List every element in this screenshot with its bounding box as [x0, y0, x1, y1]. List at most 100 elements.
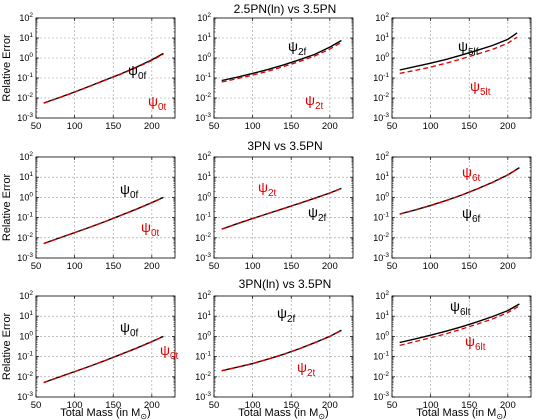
x-tick-label: 100 [245, 121, 261, 132]
plot-frame [35, 295, 176, 398]
y-tick-label: 101 [19, 171, 33, 182]
y-tick-label: 101 [197, 310, 211, 321]
plot-frame [213, 295, 354, 398]
y-tick-label: 100 [19, 191, 33, 202]
plot-frame [391, 156, 532, 259]
series-line-red [43, 53, 164, 104]
y-tick-label: 100 [197, 52, 211, 63]
y-tick-label: 10-1 [17, 212, 33, 223]
y-tick-label: 102 [197, 12, 211, 23]
x-tick-label: 50 [387, 121, 398, 132]
y-tick-label: 102 [375, 290, 389, 301]
y-tick-label: 10-2 [373, 371, 389, 382]
x-tick-label: 150 [461, 261, 477, 272]
y-tick-label: 10-3 [195, 391, 211, 402]
curve-label: ψ0t [141, 219, 160, 239]
y-tick-label: 10-2 [373, 232, 389, 243]
y-tick-label: 102 [197, 290, 211, 301]
x-axis-label: Total Mass (in M⊙) [238, 407, 328, 420]
x-tick-label: 200 [144, 121, 160, 132]
curve-label: ψ5lf [458, 38, 479, 58]
curve-label: ψ2f [308, 204, 327, 224]
series-line-black [399, 303, 520, 344]
y-tick-label: 102 [375, 151, 389, 162]
subplot-r3-c1: 10-3 10-2 10-1 100 101 102 50 100 150 200 ψ0f ψ0t Re… [1, 290, 179, 420]
x-tick-label: 100 [423, 121, 439, 132]
y-tick-label: 101 [19, 32, 33, 43]
x-tick-label: 200 [144, 400, 160, 411]
y-tick-label: 100 [197, 330, 211, 341]
curve-label: ψ0f [120, 319, 139, 339]
curve-label: ψ2f [288, 38, 307, 58]
series-line-red [221, 187, 342, 230]
y-tick-label: 102 [19, 151, 33, 162]
x-tick-label: 50 [209, 261, 220, 272]
y-tick-label: 10-1 [373, 72, 389, 83]
subplot-r2-c2: 10-3 10-2 10-1 100 101 102 50 100 150 200 ψ2t ψ2f [195, 151, 354, 272]
y-tick-label: 101 [375, 32, 389, 43]
y-tick-label: 10-3 [17, 391, 33, 402]
x-tick-label: 100 [245, 400, 261, 411]
subplot-r3-c3: 10-3 10-2 10-1 100 101 102 50 100 150 200 ψ6lt ψ6lt… [373, 290, 532, 420]
subplot-r3-c2: 10-3 10-2 10-1 100 101 102 50 100 150 200 ψ2f ψ2t To… [195, 290, 354, 420]
y-tick-label: 10-2 [195, 232, 211, 243]
x-tick-label: 150 [105, 261, 121, 272]
curve-label: ψ5lt [470, 78, 491, 98]
x-tick-label: 200 [322, 121, 338, 132]
series-line-red [43, 336, 164, 384]
y-tick-label: 10-3 [17, 252, 33, 263]
x-tick-label: 100 [67, 261, 83, 272]
y-axis-label: Relative Error [1, 34, 13, 102]
plot-frame [391, 17, 532, 119]
series-line-red [399, 167, 520, 215]
y-tick-label: 10-1 [195, 212, 211, 223]
y-tick-label: 101 [19, 310, 33, 321]
y-tick-label: 102 [375, 12, 389, 23]
y-tick-label: 10-1 [195, 351, 211, 362]
y-tick-label: 10-3 [373, 391, 389, 402]
x-tick-label: 200 [500, 261, 516, 272]
series-line-red [399, 36, 518, 75]
x-tick-label: 100 [423, 261, 439, 272]
series-line-red [43, 197, 164, 245]
y-tick-label: 10-2 [17, 232, 33, 243]
y-tick-label: 10-1 [195, 72, 211, 83]
series-line-red [221, 41, 342, 83]
y-tick-label: 10-2 [17, 371, 33, 382]
x-tick-label: 150 [283, 121, 299, 132]
x-tick-label: 50 [387, 261, 398, 272]
x-axis-label: Total Mass (in M⊙) [60, 407, 150, 420]
x-tick-label: 200 [322, 261, 338, 272]
x-tick-label: 50 [209, 400, 220, 411]
curve-label: ψ2f [277, 305, 296, 325]
x-tick-label: 150 [283, 261, 299, 272]
curve-label: ψ0t [148, 93, 167, 113]
x-tick-label: 200 [500, 400, 516, 411]
x-tick-label: 50 [31, 261, 42, 272]
y-tick-label: 10-3 [373, 252, 389, 263]
curve-label: ψ2t [305, 92, 324, 112]
curve-label: ψ6f [462, 205, 481, 225]
y-tick-label: 10-2 [195, 92, 211, 103]
x-tick-label: 50 [209, 121, 220, 132]
x-tick-label: 150 [105, 400, 121, 411]
series-line-black [399, 167, 520, 215]
y-tick-label: 100 [19, 52, 33, 63]
y-tick-label: 10-1 [17, 72, 33, 83]
y-axis-label: Relative Error [1, 313, 13, 381]
subplot-r1-c3: 10-3 10-2 10-1 100 101 102 50 100 150 200 ψ5lf ψ5lt [373, 12, 532, 132]
x-tick-label: 100 [67, 400, 83, 411]
y-tick-label: 10-2 [195, 371, 211, 382]
curve-label: ψ0f [120, 181, 139, 201]
y-tick-label: 102 [19, 12, 33, 23]
y-tick-label: 101 [197, 171, 211, 182]
y-tick-label: 100 [375, 191, 389, 202]
row-title-2: 3PN vs 3.5PN [247, 139, 322, 153]
x-tick-label: 200 [500, 121, 516, 132]
curve-label: ψ0t [160, 342, 179, 362]
y-tick-label: 101 [197, 32, 211, 43]
y-tick-label: 10-3 [17, 112, 33, 123]
